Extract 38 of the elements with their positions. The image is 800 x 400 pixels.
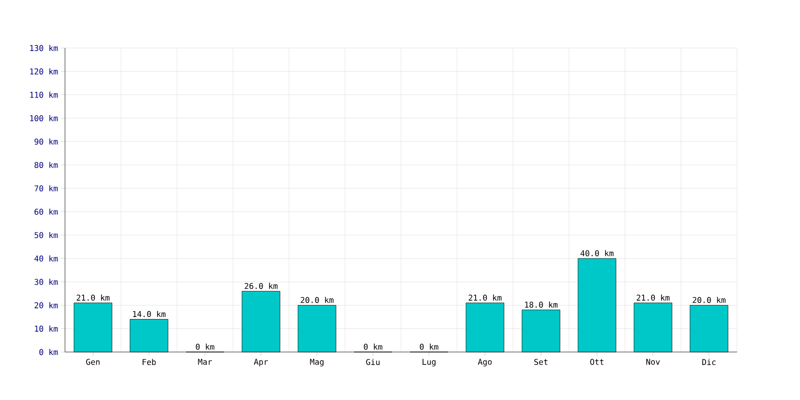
x-tick-label: Nov (646, 358, 660, 365)
y-tick-label: 30 km (34, 278, 58, 285)
data-label: 40.0 km (580, 250, 614, 256)
data-label: 18.0 km (525, 302, 558, 308)
data-label: 0 km (420, 344, 438, 350)
x-tick-label: Giu (366, 358, 380, 366)
y-tick-label: 20 km (34, 302, 58, 308)
x-tick-label: Ago (478, 358, 492, 366)
data-label: 26.0 km (244, 282, 278, 289)
x-tick-label: Ott (590, 358, 604, 365)
y-tick-label: 80 km (34, 162, 58, 168)
y-tick-label: 70 km (34, 185, 58, 192)
x-tick-label: Set (534, 358, 548, 365)
data-label: 21.0 km (468, 294, 502, 301)
data-label: 0 km (364, 344, 382, 350)
x-tick-label: Dic (702, 358, 716, 366)
y-tick-label: 120 km (30, 68, 58, 74)
y-tick-label: 90 km (34, 138, 58, 145)
y-tick-label: 60 km (34, 208, 58, 215)
data-label: 20.0 km (692, 296, 726, 304)
data-label: 21.0 km (636, 294, 670, 301)
x-tick-label: Apr (254, 358, 268, 366)
data-label: 20.0 km (300, 296, 334, 304)
y-tick-label: 10 km (35, 326, 58, 332)
y-tick-label: 100 km (30, 115, 58, 122)
x-tick-label: Lug (422, 358, 436, 366)
y-tick-label: 130 km (30, 44, 58, 52)
data-label: 21.0 km (76, 294, 110, 301)
data-label: 14.0 km (133, 310, 166, 318)
x-tick-label: Mar (198, 358, 212, 365)
y-tick-label: 40 km (34, 255, 58, 262)
x-tick-label: Gen (86, 358, 100, 365)
x-tick-label: Feb (142, 358, 156, 366)
y-tick-label: 110 km (30, 92, 58, 98)
x-tick-label: Mag (310, 358, 324, 366)
y-tick-label: 0 km (39, 348, 58, 356)
data-label: 0 km (196, 344, 214, 350)
y-tick-label: 50 km (34, 232, 58, 238)
